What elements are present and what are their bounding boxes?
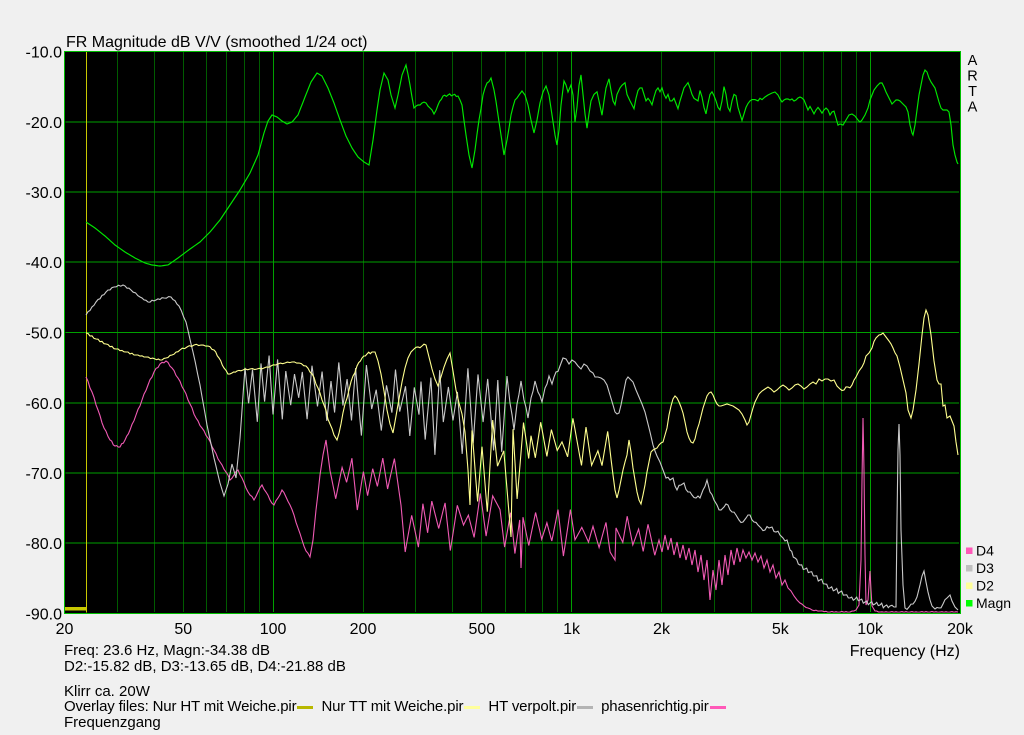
svg-text:200: 200 [350,621,377,638]
svg-text:-20.0: -20.0 [26,115,63,132]
svg-text:Magn: Magn [976,595,1011,611]
svg-text:D2: D2 [976,578,994,594]
svg-text:D4: D4 [976,543,994,559]
svg-text:2k: 2k [653,621,671,638]
svg-text:500: 500 [468,621,495,638]
svg-text:20k: 20k [947,621,974,638]
svg-text:5k: 5k [772,621,790,638]
svg-text:Frequency (Hz): Frequency (Hz) [850,643,960,660]
svg-text:T: T [968,84,977,100]
svg-text:-40.0: -40.0 [26,255,63,272]
svg-text:1k: 1k [563,621,581,638]
svg-text:FR Magnitude dB V/V (smoothed: FR Magnitude dB V/V (smoothed 1/24 oct) [66,34,367,51]
svg-text:20: 20 [56,621,74,638]
svg-text:-60.0: -60.0 [26,396,63,413]
svg-text:R: R [967,69,977,85]
svg-text:-10.0: -10.0 [26,45,63,62]
svg-text:-50.0: -50.0 [26,326,63,343]
svg-text:-30.0: -30.0 [26,185,63,202]
svg-text:A: A [968,53,978,69]
svg-text:-80.0: -80.0 [26,536,63,553]
svg-text:-70.0: -70.0 [26,466,63,483]
svg-text:-90.0: -90.0 [26,607,63,624]
svg-text:D3: D3 [976,560,994,576]
svg-text:A: A [968,100,978,116]
svg-text:10k: 10k [857,621,884,638]
svg-text:50: 50 [174,621,192,638]
svg-text:100: 100 [260,621,287,638]
